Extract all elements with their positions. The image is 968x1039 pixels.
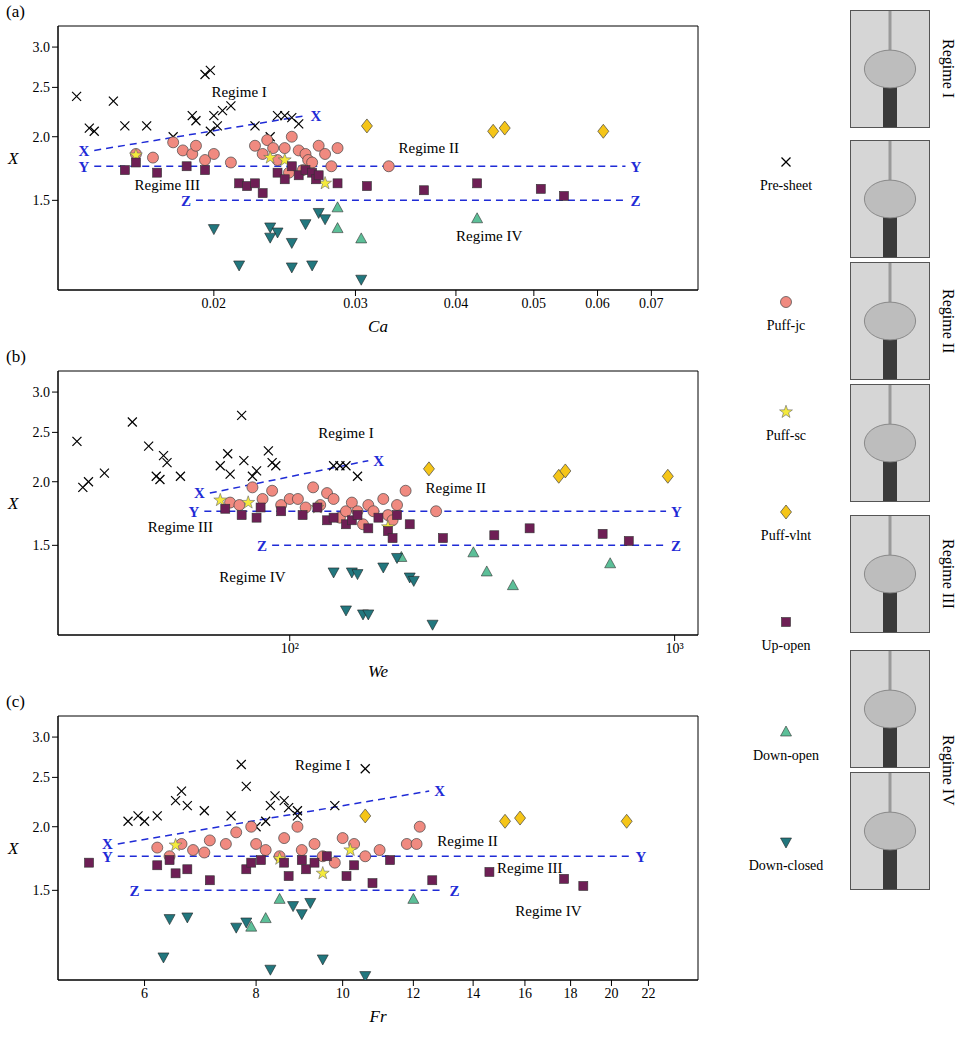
svg-text:1.5: 1.5 <box>33 883 51 898</box>
svg-text:10³: 10³ <box>666 641 684 656</box>
html-text:Regime III: Regime III <box>940 539 957 609</box>
svg-text:X: X <box>7 494 19 513</box>
svg-text:Y: Y <box>189 504 200 520</box>
html-text:Puff-jc: Puff-jc <box>766 318 806 333</box>
html-text:Down-closed: Down-closed <box>748 858 824 873</box>
svg-text:2.0: 2.0 <box>33 820 51 835</box>
html-text:Pre-sheet: Pre-sheet <box>760 178 812 193</box>
svg-text:22: 22 <box>641 986 655 1001</box>
svg-text:16: 16 <box>518 986 532 1001</box>
svg-text:2.5: 2.5 <box>33 425 51 440</box>
svg-text:Regime II: Regime II <box>398 140 458 156</box>
svg-text:1.5: 1.5 <box>33 193 51 208</box>
svg-text:2.0: 2.0 <box>33 475 51 490</box>
svg-text:Regime IV: Regime IV <box>219 569 285 585</box>
svg-text:10: 10 <box>336 986 350 1001</box>
svg-text:8: 8 <box>253 986 260 1001</box>
svg-text:X: X <box>434 783 445 799</box>
svg-text:X: X <box>7 839 19 858</box>
html-text:Regime II: Regime II <box>940 288 957 354</box>
svg-text:12: 12 <box>406 986 420 1001</box>
svg-text:Regime IV: Regime IV <box>515 903 581 919</box>
svg-text:0.04: 0.04 <box>444 296 469 311</box>
svg-text:0.07: 0.07 <box>639 296 664 311</box>
svg-text:0.05: 0.05 <box>522 296 547 311</box>
svg-text:Y: Y <box>635 849 646 865</box>
svg-text:Y: Y <box>671 504 682 520</box>
svg-text:Z: Z <box>630 193 640 209</box>
html-text:Regime I: Regime I <box>940 39 957 99</box>
svg-text:Regime I: Regime I <box>295 757 350 773</box>
svg-text:2.0: 2.0 <box>33 130 51 145</box>
html-text:Down-open: Down-open <box>752 748 819 763</box>
svg-text:20: 20 <box>604 986 618 1001</box>
html-text:(a): (a) <box>6 2 25 21</box>
svg-text:Regime II: Regime II <box>426 480 486 496</box>
svg-text:2.5: 2.5 <box>33 80 51 95</box>
svg-text:Z: Z <box>449 883 459 899</box>
svg-text:Regime III: Regime III <box>148 519 213 535</box>
svg-text:Regime I: Regime I <box>318 425 373 441</box>
svg-text:Z: Z <box>257 538 267 554</box>
svg-text:Y: Y <box>102 849 113 865</box>
svg-text:1.5: 1.5 <box>33 538 51 553</box>
svg-text:Z: Z <box>181 193 191 209</box>
html-text:(c): (c) <box>6 692 25 711</box>
svg-text:We: We <box>368 662 389 681</box>
svg-text:Ca: Ca <box>368 317 388 336</box>
svg-text:0.03: 0.03 <box>343 296 368 311</box>
svg-text:18: 18 <box>564 986 578 1001</box>
svg-text:3.0: 3.0 <box>33 730 51 745</box>
svg-text:X: X <box>101 836 113 853</box>
svg-text:2.5: 2.5 <box>33 770 51 785</box>
svg-text:Y: Y <box>78 159 89 175</box>
svg-text:Regime I: Regime I <box>211 84 266 100</box>
html-text:Regime IV: Regime IV <box>940 734 957 806</box>
svg-text:Regime II: Regime II <box>437 833 497 849</box>
html-text:(b): (b) <box>6 347 26 366</box>
svg-text:3.0: 3.0 <box>33 385 51 400</box>
svg-text:Regime IV: Regime IV <box>456 228 522 244</box>
html-text:Up-open: Up-open <box>761 638 811 653</box>
svg-text:10²: 10² <box>281 641 299 656</box>
svg-text:Z: Z <box>130 883 140 899</box>
svg-text:X: X <box>310 108 321 124</box>
svg-text:X: X <box>7 149 19 168</box>
svg-text:Z: Z <box>671 538 681 554</box>
svg-text:X: X <box>78 143 89 159</box>
svg-text:Fr: Fr <box>369 1007 387 1026</box>
svg-text:0.02: 0.02 <box>202 296 227 311</box>
svg-text:3.0: 3.0 <box>33 40 51 55</box>
svg-text:X: X <box>373 453 384 469</box>
svg-text:X: X <box>194 485 205 501</box>
svg-text:0.06: 0.06 <box>585 296 610 311</box>
svg-text:Y: Y <box>630 159 641 175</box>
svg-text:14: 14 <box>466 986 480 1001</box>
svg-text:Regime III: Regime III <box>497 860 562 876</box>
svg-text:6: 6 <box>141 986 148 1001</box>
html-text:Puff-vlnt: Puff-vlnt <box>760 528 812 543</box>
html-text:Puff-sc: Puff-sc <box>765 428 807 443</box>
svg-text:Regime III: Regime III <box>135 177 200 193</box>
